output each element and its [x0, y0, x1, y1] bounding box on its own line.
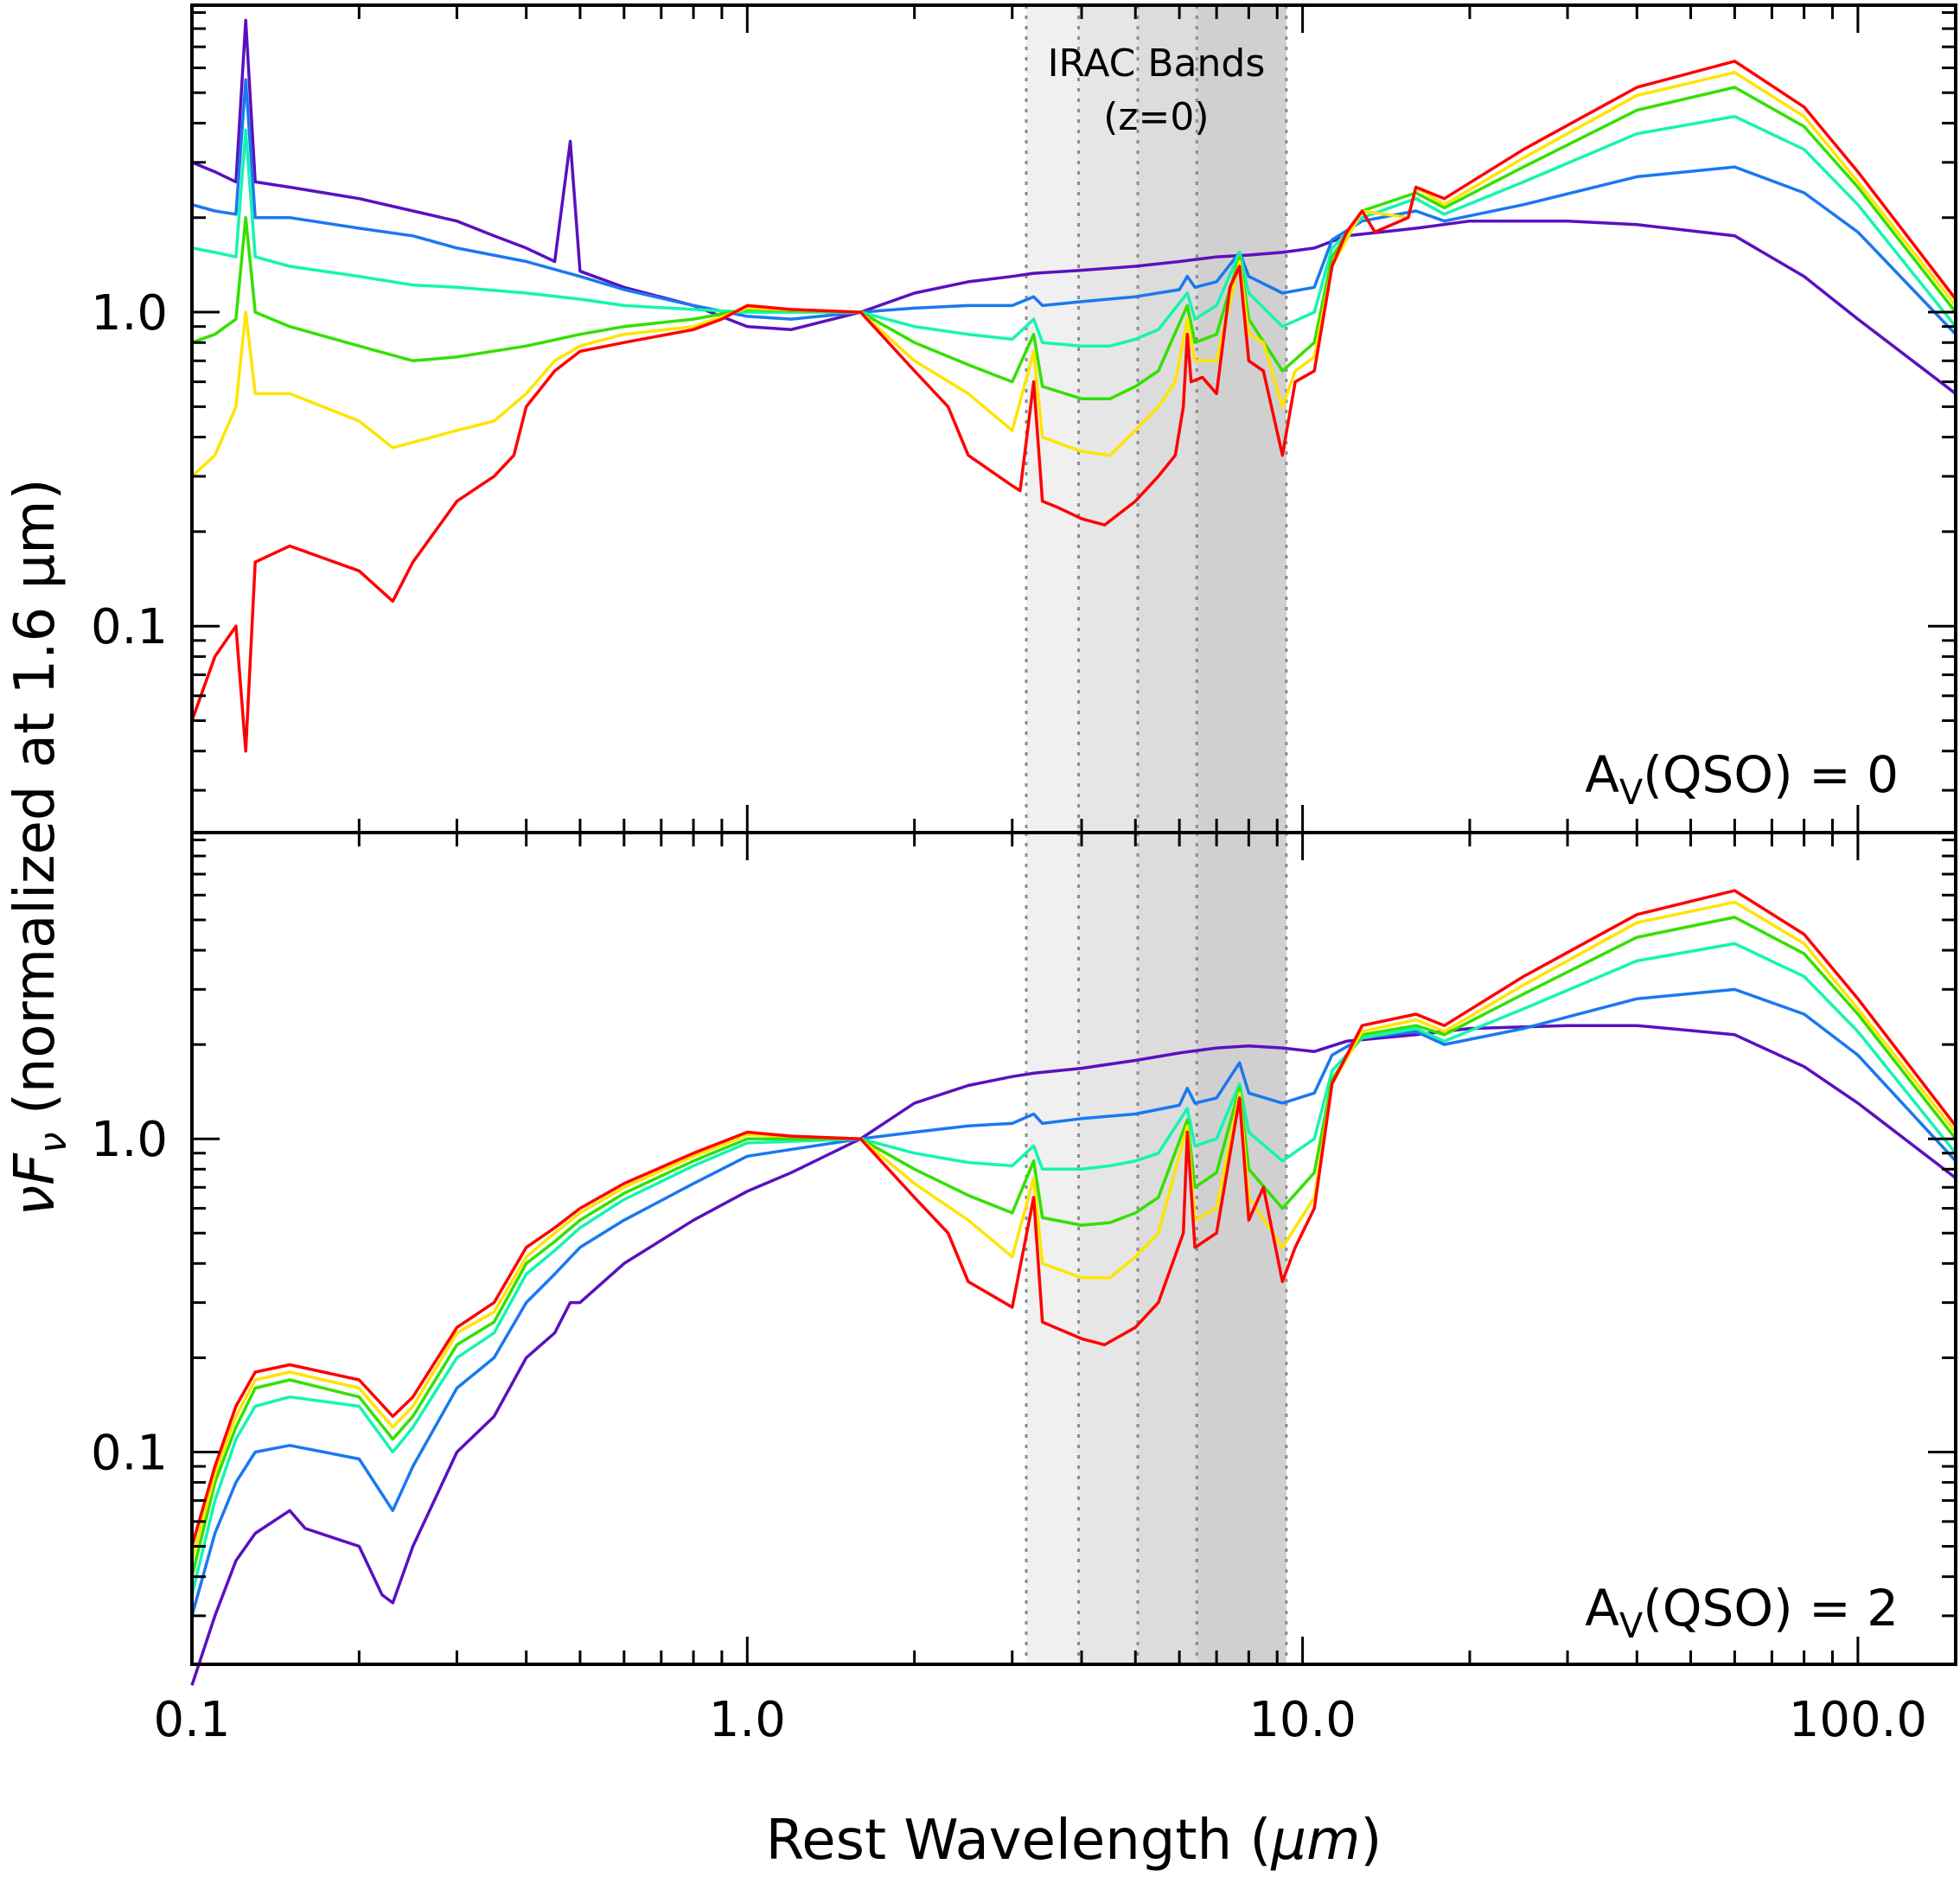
series-line-red: [190, 889, 1957, 1547]
series-line-yellow: [190, 900, 1957, 1561]
x-tick-label: 1.0: [709, 1692, 786, 1748]
series-line-red: [190, 60, 1957, 753]
y-tick-label: 0.1: [91, 599, 168, 655]
annotation-rest: (QSO) = 0: [1643, 745, 1899, 804]
irac-band-rect: [1138, 833, 1197, 1664]
series-line-cyan: [190, 942, 1957, 1596]
irac-band-rect: [1197, 5, 1286, 833]
y-tick-label: 1.0: [91, 1112, 168, 1168]
series-line-blue: [190, 987, 1957, 1617]
annotation-sub: V: [1619, 773, 1644, 813]
series-line-green: [190, 916, 1957, 1578]
axes-layer: 0.1 1.0 0.1 1.0 0.1 1.0 10.0 100.0: [91, 3, 1957, 1748]
x-axis-title: Rest Wavelength (μm): [766, 1809, 1382, 1873]
series-line-blue: [191, 78, 1957, 335]
x-axis-title-suffix: ): [1360, 1809, 1382, 1873]
series-line-purple: [191, 18, 1957, 395]
panel-frame: [190, 831, 1957, 1666]
irac-band-rect: [1197, 833, 1286, 1664]
irac-bands-label: IRAC Bands: [1048, 41, 1266, 86]
irac-band-rect: [1078, 5, 1139, 833]
y-tick-label: 0.1: [91, 1425, 168, 1481]
panel-top-annotation: AV(QSO) = 0: [1585, 745, 1899, 813]
annotation-main: A: [1585, 745, 1619, 804]
y-axis-title: νFν (normalized at 1.6 μm): [3, 478, 75, 1216]
irac-band-shading: [1025, 5, 1288, 1664]
y-axis-title-prefix: νF: [3, 1152, 67, 1216]
annotation-sub: V: [1619, 1606, 1644, 1646]
series-line-green: [191, 86, 1957, 400]
series-layer: [190, 18, 1957, 1686]
x-axis-title-unit: μm: [1270, 1809, 1360, 1873]
irac-band-rect: [1078, 833, 1139, 1664]
y-tick-label: 1.0: [91, 285, 168, 342]
annotation-rest: (QSO) = 2: [1643, 1579, 1899, 1638]
x-axis-title-prefix: Rest Wavelength (: [766, 1809, 1272, 1873]
series-line-cyan: [191, 114, 1957, 348]
annotation-main: A: [1585, 1579, 1619, 1638]
irac-redshift-label: (z=0): [1103, 95, 1209, 139]
x-tick-label: 0.1: [153, 1692, 230, 1748]
x-tick-label: 10.0: [1248, 1692, 1357, 1748]
y-axis-title-suffix: (normalized at 1.6 μm): [3, 478, 67, 1132]
irac-band-rect: [1026, 833, 1079, 1664]
irac-band-rect: [1026, 5, 1079, 833]
panel-bottom-annotation: AV(QSO) = 2: [1585, 1579, 1899, 1646]
y-axis-title-sub: ν: [31, 1132, 75, 1153]
x-tick-label: 100.0: [1789, 1692, 1927, 1748]
